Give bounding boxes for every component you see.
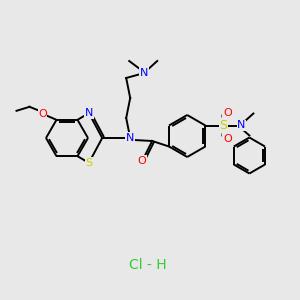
Text: O: O — [223, 107, 232, 118]
Text: S: S — [85, 158, 92, 168]
Text: N: N — [85, 108, 93, 118]
Text: N: N — [140, 68, 148, 78]
Text: O: O — [223, 134, 232, 143]
Text: O: O — [138, 156, 147, 166]
Text: Cl - H: Cl - H — [129, 258, 167, 272]
Text: S: S — [219, 119, 227, 132]
Text: O: O — [38, 109, 47, 119]
Text: N: N — [237, 121, 246, 130]
Text: N: N — [126, 133, 134, 143]
